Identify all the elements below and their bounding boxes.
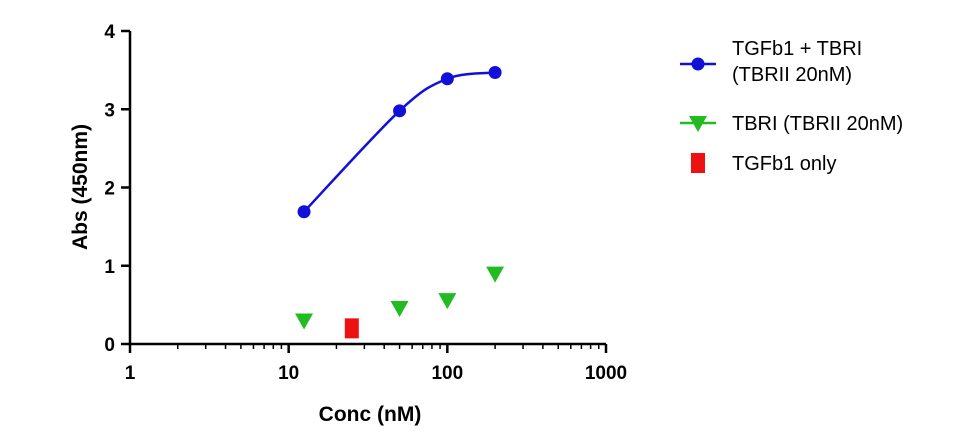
legend-label-0: (TBRII 20nM) bbox=[732, 64, 852, 86]
y-axis-title: Abs (450nm) bbox=[69, 124, 92, 250]
legend-label-1: TBRI (TBRII 20nM) bbox=[732, 113, 903, 135]
legend-label-2: TGFb1 only bbox=[732, 153, 836, 175]
data-point-series-0 bbox=[488, 65, 502, 79]
data-point-series-0 bbox=[393, 104, 407, 118]
y-tick-label: 0 bbox=[104, 335, 115, 356]
axes bbox=[121, 29, 608, 353]
data-point-series-1 bbox=[438, 293, 457, 310]
plot-marks bbox=[295, 65, 505, 339]
y-tick-label: 4 bbox=[104, 22, 115, 43]
fit-curve-series-0 bbox=[303, 71, 496, 213]
data-point-series-1 bbox=[295, 313, 314, 330]
x-tick-label: 10 bbox=[278, 363, 299, 384]
x-axis-title: Conc (nM) bbox=[319, 403, 422, 426]
data-point-series-1 bbox=[390, 301, 409, 318]
y-tick-label: 3 bbox=[104, 100, 115, 121]
y-tick-label: 2 bbox=[104, 179, 115, 200]
x-tick-label: 100 bbox=[431, 363, 463, 384]
y-tick-label: 1 bbox=[104, 257, 115, 278]
data-point-series-1 bbox=[486, 266, 505, 283]
legend-marker-0 bbox=[691, 57, 705, 71]
legend: TGFb1 + TBRI (TBRII 20nM) TBRI (TBRII 20nM… bbox=[680, 38, 903, 175]
data-point-series-0 bbox=[297, 205, 311, 219]
data-point-series-0 bbox=[440, 72, 454, 86]
x-tick-label: 1000 bbox=[585, 363, 627, 384]
legend-marker-2 bbox=[691, 153, 705, 173]
legend-marker-1 bbox=[689, 116, 707, 132]
data-point-series-2 bbox=[344, 318, 359, 339]
legend-label-0: TGFb1 + TBRI bbox=[732, 38, 862, 60]
x-tick-label: 1 bbox=[125, 363, 136, 384]
